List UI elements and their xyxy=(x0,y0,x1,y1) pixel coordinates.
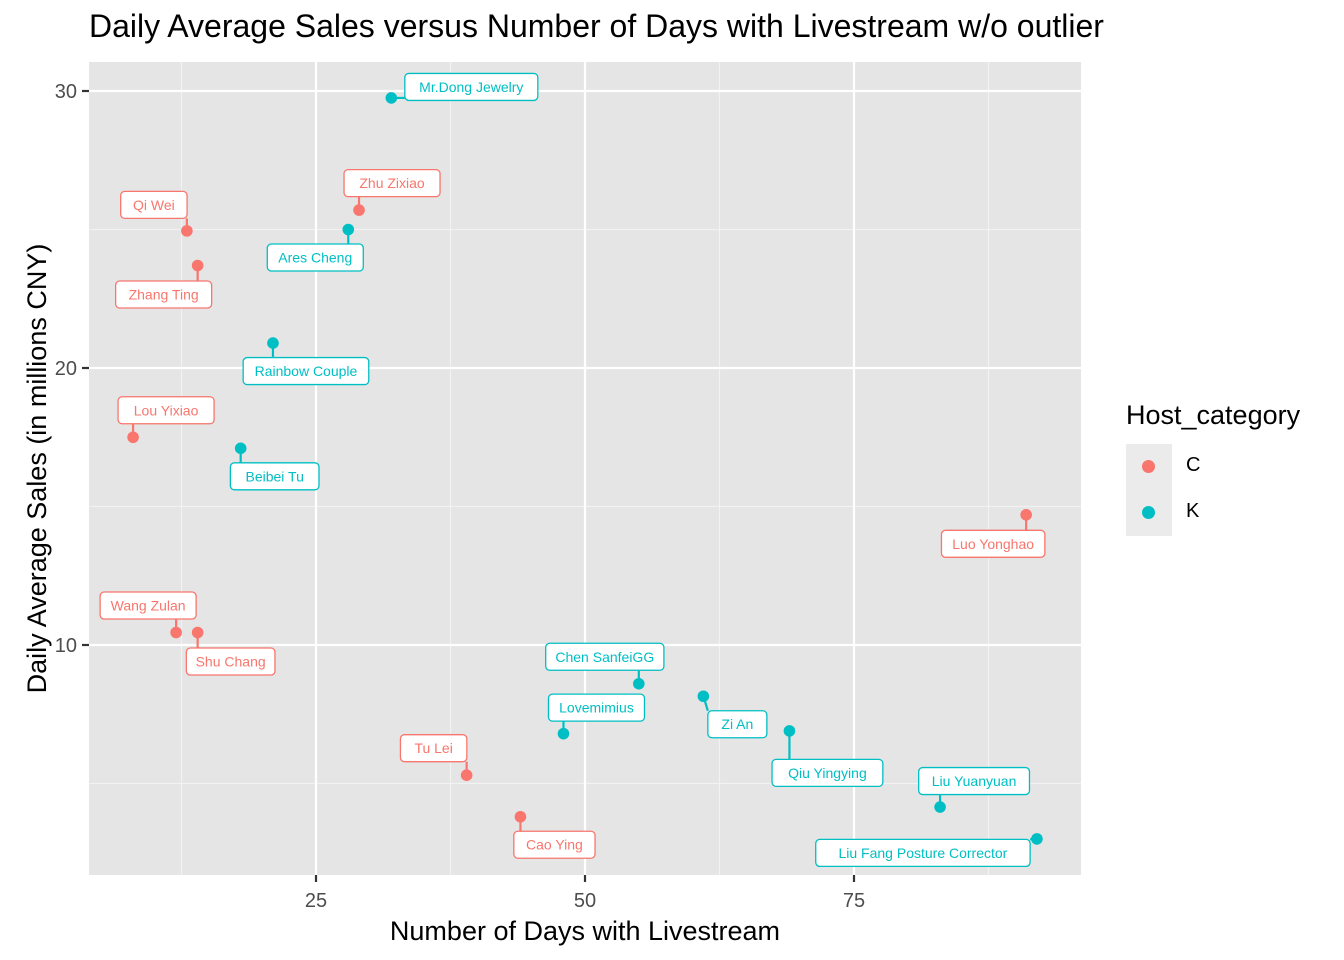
data-label-text: Lovemimius xyxy=(559,700,634,716)
data-label-text: Zhu Zixiao xyxy=(359,175,425,191)
data-label-box xyxy=(99,591,197,620)
data-point xyxy=(234,442,247,455)
legend-label-c: C xyxy=(1186,454,1201,476)
data-label-text: Shu Chang xyxy=(196,654,266,670)
data-label: Zhang Ting xyxy=(114,280,213,309)
data-label: Liu Fang Posture Corrector xyxy=(815,838,1031,868)
data-point xyxy=(267,337,279,349)
y-axis: 10 20 30 xyxy=(55,81,89,657)
data-label-text: Liu Fang Posture Corrector xyxy=(838,845,1007,861)
data-label-text: Qi Wei xyxy=(133,197,175,213)
legend-item-k: K xyxy=(1126,490,1326,536)
data-label-box xyxy=(185,647,276,676)
legend-dot-k-icon xyxy=(1142,506,1155,519)
legend-keys-background xyxy=(1126,444,1172,536)
data-point xyxy=(191,259,204,272)
data-label: Qiu Yingying xyxy=(771,758,884,788)
data-point xyxy=(385,92,398,104)
data-point xyxy=(181,225,193,237)
y-tick-label: 10 xyxy=(55,635,77,657)
data-label-box xyxy=(707,710,768,739)
data-point xyxy=(1020,509,1032,521)
data-point xyxy=(633,677,645,690)
data-label: Beibei Tu xyxy=(229,462,320,491)
data-point xyxy=(557,727,570,740)
data-point xyxy=(191,626,204,639)
data-label: Qi Wei xyxy=(120,190,188,220)
data-label: Ares Cheng xyxy=(266,243,364,272)
x-tick-label: 75 xyxy=(843,890,865,912)
data-point xyxy=(353,204,365,216)
data-label-box xyxy=(404,72,539,102)
data-label-text: Cao Ying xyxy=(526,837,583,853)
data-label-box xyxy=(545,642,665,671)
y-tick-label: 20 xyxy=(55,358,77,380)
legend-dot-c-icon xyxy=(1142,460,1155,473)
data-label: Liu Yuanyuan xyxy=(918,766,1031,796)
data-label-box xyxy=(117,396,215,425)
data-label-box xyxy=(771,758,884,788)
data-label-text: Liu Yuanyuan xyxy=(932,773,1017,789)
data-label-box xyxy=(513,830,596,859)
data-label: Luo Yonghao xyxy=(940,529,1046,558)
data-label-text: Beibei Tu xyxy=(245,468,303,484)
data-label-box xyxy=(343,168,441,198)
data-point xyxy=(934,801,946,813)
data-label-box xyxy=(114,280,213,309)
data-label-text: Qiu Yingying xyxy=(788,765,867,781)
data-label: Mr.Dong Jewelry xyxy=(404,72,539,102)
legend-title: Host_category xyxy=(1126,400,1301,430)
data-label-box xyxy=(940,529,1046,558)
data-label-text: Zi An xyxy=(721,716,753,732)
data-label: Tu Lei xyxy=(399,734,468,763)
data-label-box xyxy=(547,693,646,722)
data-label: Zhu Zixiao xyxy=(343,168,441,198)
data-label: Lou Yixiao xyxy=(117,396,215,425)
data-point xyxy=(783,725,796,737)
data-label-text: Lou Yixiao xyxy=(134,402,199,418)
y-axis-title: Daily Average Sales (in millions CNY) xyxy=(22,244,52,694)
data-label-box xyxy=(120,190,188,220)
data-points xyxy=(127,92,1043,845)
data-point xyxy=(514,810,527,823)
data-label-box xyxy=(815,838,1031,868)
data-label-box xyxy=(229,462,320,491)
data-label: Shu Chang xyxy=(185,647,276,676)
data-label-text: Mr.Dong Jewelry xyxy=(419,79,523,95)
x-axis-title: Number of Days with Livestream xyxy=(390,916,780,946)
y-tick-label: 30 xyxy=(55,81,77,103)
data-label: Zi An xyxy=(707,710,768,739)
data-label: Rainbow Couple xyxy=(242,356,370,386)
data-label-text: Chen SanfeiGG xyxy=(555,649,654,665)
legend-label-k: K xyxy=(1186,500,1200,522)
data-point xyxy=(127,431,139,444)
data-label-box xyxy=(918,766,1031,796)
legend-item-c: C xyxy=(1126,444,1326,490)
data-point xyxy=(697,690,710,703)
data-point xyxy=(460,769,473,781)
x-tick-label: 50 xyxy=(574,890,596,912)
data-label-text: Rainbow Couple xyxy=(255,363,358,379)
data-point xyxy=(170,626,182,639)
data-labels: Zhu Zixiao Qi Wei Zhang Ting Lou Yixiao Luo … xyxy=(99,72,1046,868)
data-label-box xyxy=(266,243,364,272)
data-point xyxy=(342,223,355,236)
legend: Host_category C K xyxy=(1126,400,1301,536)
data-label-box xyxy=(399,734,468,763)
data-label-text: Tu Lei xyxy=(414,740,452,756)
data-label: Wang Zulan xyxy=(99,591,197,620)
data-label: Cao Ying xyxy=(513,830,596,859)
chart-title: Daily Average Sales versus Number of Day… xyxy=(89,8,1104,44)
x-tick-label: 25 xyxy=(305,890,327,912)
data-label-box xyxy=(242,356,370,386)
data-point xyxy=(1031,833,1043,845)
data-label: Lovemimius xyxy=(547,693,646,722)
data-label-text: Zhang Ting xyxy=(129,287,199,303)
data-label: Chen SanfeiGG xyxy=(545,642,665,671)
data-label-text: Wang Zulan xyxy=(111,598,186,614)
data-label-text: Ares Cheng xyxy=(278,250,352,266)
data-label-text: Luo Yonghao xyxy=(952,536,1034,552)
x-axis: 25 50 75 xyxy=(305,875,865,912)
